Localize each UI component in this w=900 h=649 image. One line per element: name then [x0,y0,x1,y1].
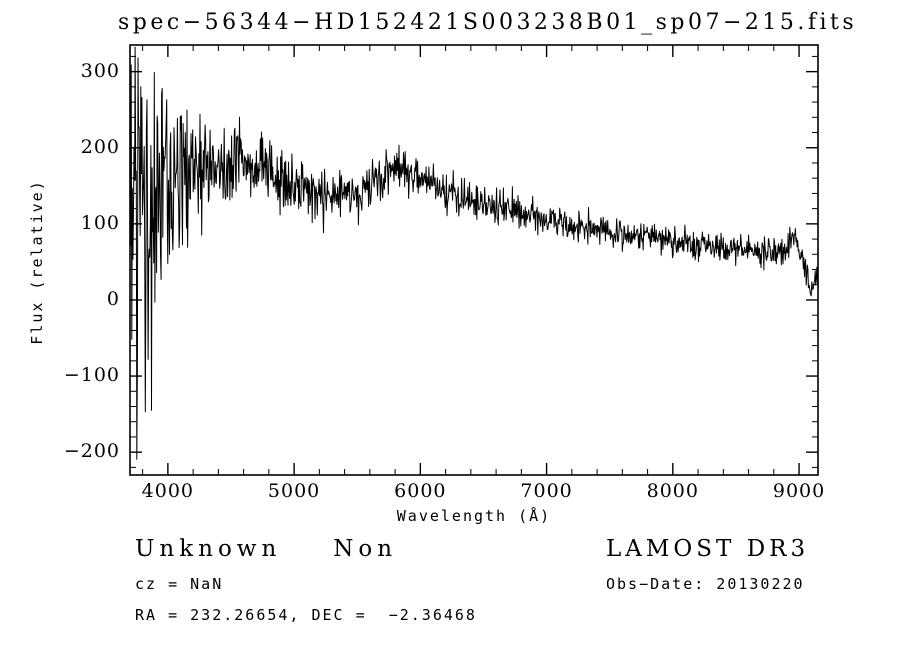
survey-label: LAMOST DR3 [606,536,810,562]
y-tick-label: 0 [106,287,120,310]
class-label: Unknown [135,536,282,562]
y-axis-label: Flux (relative) [28,179,46,345]
x-tick-label: 4000 [141,480,195,502]
obs-date-value: Obs−Date: 20130220 [606,575,805,593]
plot-title: spec−56344−HD152421S003238B01_sp07−215.f… [118,10,858,35]
cz-value: cz = NaN [135,575,224,593]
subclass-label: Non [333,536,398,562]
classification-line: Unknown Non [135,536,397,562]
x-tick-label: 8000 [646,480,699,502]
x-axis-label: Wavelength (Å) [396,507,552,525]
y-tick-label: 300 [80,59,120,82]
x-tick-label: 7000 [520,480,573,502]
x-tick-label: 5000 [267,480,321,502]
plot-border [129,44,819,476]
y-tick-label: −100 [63,364,120,387]
y-tick-label: 100 [80,211,120,234]
y-tick-label: −200 [63,440,120,463]
y-tick-label: 200 [80,135,120,158]
ra-dec-value: RA = 232.26654, DEC = −2.36468 [135,606,477,624]
x-tick-label: 9000 [772,480,826,502]
spectrum-line [130,46,819,460]
x-tick-label: 6000 [394,480,447,502]
